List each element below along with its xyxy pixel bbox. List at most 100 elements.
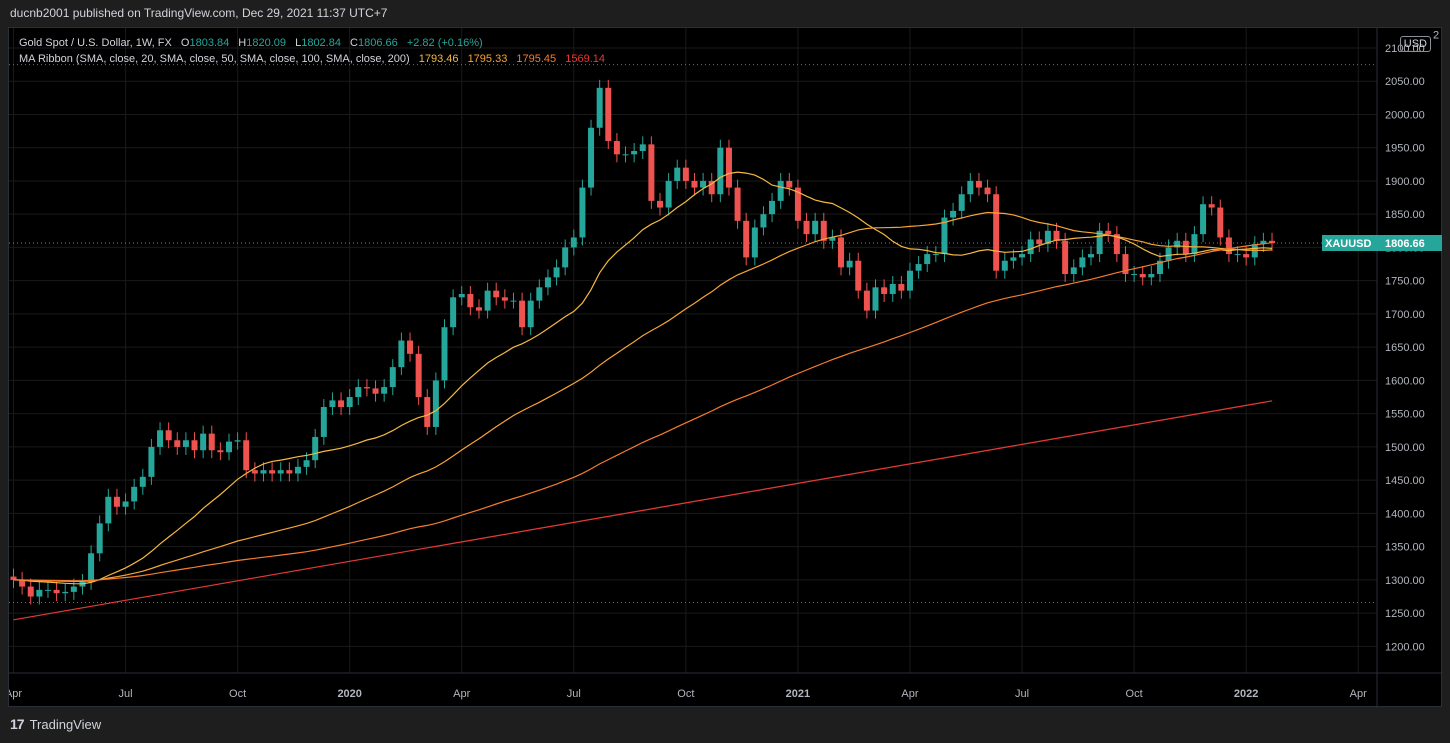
candle-body	[769, 200, 776, 215]
candle-body	[700, 180, 707, 188]
candle-body	[993, 194, 1000, 271]
candle-body	[786, 180, 793, 188]
candle-body	[475, 307, 482, 311]
candle-body	[381, 387, 388, 394]
candle-body	[277, 470, 284, 474]
candle-body	[329, 400, 336, 408]
candle-body	[906, 270, 913, 291]
symbol-legend: Gold Spot / U.S. Dollar, 1W, FX O1803.84…	[19, 37, 483, 49]
candle-body	[294, 466, 301, 474]
candle-body	[1036, 239, 1043, 245]
candle-body	[1070, 267, 1077, 275]
candle-body	[1096, 230, 1103, 255]
candle-body	[570, 237, 577, 248]
candle-body	[88, 553, 95, 582]
candle-body	[1225, 237, 1232, 255]
candle-body	[708, 180, 715, 195]
candle-body	[682, 167, 689, 181]
candle-body	[820, 220, 827, 241]
low-label: L	[295, 37, 302, 49]
candle-body	[932, 254, 939, 256]
high-label: H	[238, 37, 247, 49]
x-tick-label: Apr	[901, 688, 918, 700]
y-tick-label: 1650.00	[1385, 342, 1425, 354]
candle-body	[1217, 207, 1224, 238]
candle-body	[674, 167, 681, 181]
candle-body	[389, 367, 396, 388]
candle-body	[70, 586, 77, 592]
candle-body	[829, 237, 836, 241]
high-value: 1820.09	[246, 37, 287, 49]
y-tick-label: 1900.00	[1385, 176, 1425, 188]
candle-body	[200, 433, 207, 451]
candle-body	[950, 210, 957, 218]
candle-body	[122, 501, 129, 507]
candle-body	[139, 476, 146, 487]
candle-body	[113, 496, 120, 507]
candle-body	[898, 284, 905, 291]
y-tick-label: 1400.00	[1385, 508, 1425, 520]
candle-body	[1010, 257, 1017, 261]
y-tick-label: 1700.00	[1385, 309, 1425, 321]
candle-body	[182, 440, 189, 447]
x-tick-label: Apr	[9, 688, 22, 700]
candle-body	[510, 300, 517, 302]
last-price-tag: 1806.66	[1385, 238, 1425, 250]
candle-body	[467, 293, 474, 308]
ma-line-200	[13, 400, 1273, 621]
candle-body	[1156, 260, 1163, 275]
candle-body	[941, 217, 948, 255]
y-tick-label: 1350.00	[1385, 542, 1425, 554]
candle-body	[338, 400, 345, 408]
x-tick-label: Apr	[1350, 688, 1367, 700]
y-tick-label: 2000.00	[1385, 109, 1425, 121]
candle-body	[967, 180, 974, 195]
x-tick-label: Apr	[453, 688, 470, 700]
candle-body	[226, 441, 232, 453]
candle-body	[355, 387, 362, 398]
candle-body	[174, 440, 181, 447]
candle-body	[648, 144, 655, 201]
candle-body	[794, 187, 801, 221]
candle-body	[1131, 274, 1138, 276]
low-value: 1802.84	[301, 37, 341, 49]
ma20-value: 1793.46	[418, 53, 459, 65]
candle-body	[734, 187, 741, 221]
candle-body	[553, 267, 560, 278]
chart-panel[interactable]: 1200.00 1250.00 1300.00 1350.00 1400.00 1450.…	[8, 27, 1443, 708]
candle-body	[1053, 230, 1060, 241]
candle-body	[846, 260, 853, 268]
candle-body	[622, 154, 629, 156]
candle-body	[777, 180, 784, 201]
candle-body	[234, 440, 241, 442]
candle-body	[320, 407, 327, 437]
candle-body	[458, 293, 465, 298]
candle-body	[165, 430, 172, 441]
candle-body	[53, 589, 60, 594]
candle-body	[657, 200, 663, 208]
symbol-title: Gold Spot / U.S. Dollar, 1W, FX	[19, 37, 172, 49]
candle-body	[1208, 204, 1215, 208]
candle-body	[286, 470, 293, 474]
x-tick-label: Jul	[567, 688, 581, 700]
candle-body	[743, 220, 750, 258]
candle-body	[984, 187, 991, 195]
symbol-tag-bg	[1322, 235, 1378, 252]
ma-line-20	[13, 171, 1273, 585]
open-label: O	[180, 37, 190, 49]
candle-body	[717, 147, 724, 195]
currency-badge[interactable]: USD	[1399, 36, 1431, 52]
price-chart[interactable]: 1200.00 1250.00 1300.00 1350.00 1400.00 1450.…	[9, 28, 1443, 708]
ma200-value: 1569.14	[565, 53, 605, 65]
y-tick-label: 1250.00	[1385, 608, 1425, 620]
candle-body	[1139, 274, 1146, 278]
candle-body	[725, 147, 732, 188]
candle-body	[191, 440, 198, 451]
y-tick-label: 1750.00	[1385, 276, 1425, 288]
y-tick-label: 2	[1433, 30, 1439, 42]
open-value: 1803.84	[189, 37, 230, 49]
candle-body	[889, 284, 896, 294]
candle-body	[251, 470, 258, 474]
tradingview-brand: TradingView	[29, 716, 102, 732]
candle-body	[665, 180, 672, 208]
